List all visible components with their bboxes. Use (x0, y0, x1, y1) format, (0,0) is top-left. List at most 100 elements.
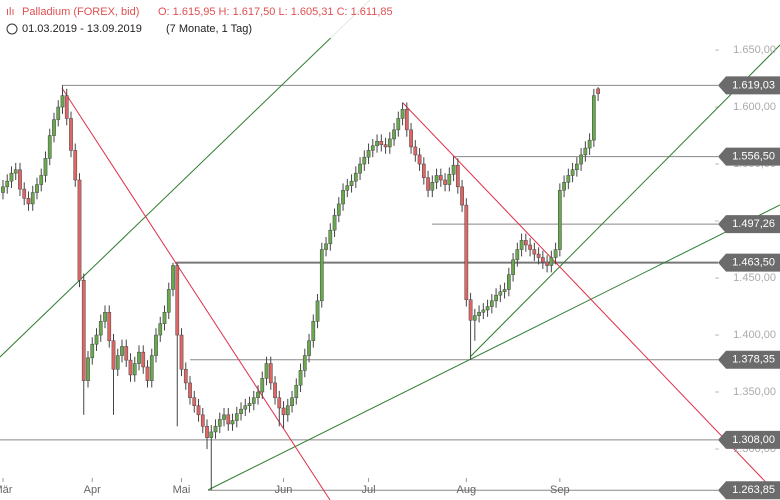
candle-body (472, 315, 477, 321)
candle-body (166, 289, 171, 313)
candle-body (587, 139, 592, 149)
candle-body (345, 185, 350, 191)
candle-body (22, 188, 27, 199)
candle-body (73, 150, 78, 181)
candle-body (183, 368, 188, 384)
candle-body (383, 144, 388, 148)
candle-body (5, 180, 10, 188)
candle-body (39, 175, 44, 185)
x-tick-label: Jun (275, 484, 293, 496)
candle-body (366, 150, 371, 158)
candle-body (30, 192, 35, 205)
candle-body (528, 244, 532, 250)
candle-body (256, 391, 260, 398)
candle-body (43, 158, 48, 176)
candle-body (523, 240, 528, 246)
level-label: 1.308,00 (732, 434, 775, 446)
candle-body (579, 154, 583, 165)
candle-body (307, 340, 311, 356)
y-tick-label: 1.350,00 (733, 386, 776, 398)
clock-icon (6, 23, 18, 35)
candle-body (434, 175, 439, 183)
candle-body (566, 175, 571, 183)
candle-body (404, 109, 409, 131)
candle-body (77, 179, 82, 281)
candle-body (591, 95, 596, 141)
candle-body (400, 109, 405, 119)
candle-body (222, 414, 226, 420)
candle-body (188, 382, 192, 398)
candle-body (213, 425, 218, 433)
candle-body (443, 179, 447, 185)
candle-body (319, 249, 324, 302)
level-label: 1.619,03 (732, 79, 775, 91)
candle-body (447, 174, 452, 185)
candle-body (196, 405, 201, 416)
y-tick-label: 1.650,00 (733, 44, 776, 56)
candle-body (277, 397, 282, 409)
level-box (718, 215, 780, 234)
level-label: 1.463,50 (732, 257, 775, 269)
axes: 1.650,001.600,001.550,001.500,001.450,00… (0, 44, 780, 500)
candle-body (154, 334, 158, 356)
level-box (718, 430, 780, 449)
candle-body (583, 147, 588, 156)
x-tick-label: Sep (550, 484, 570, 496)
candle-body (209, 431, 214, 438)
candle-body (540, 257, 545, 263)
x-tick-label: Mai (173, 484, 191, 496)
level-label: 1.263,85 (732, 484, 775, 496)
candle-body (285, 405, 290, 416)
candle-body (13, 169, 18, 174)
candle-body (553, 249, 558, 258)
candles (1, 85, 600, 491)
trend-line (207, 204, 780, 491)
candle-body (502, 289, 507, 292)
candle-body (273, 382, 277, 398)
candle-body (511, 259, 515, 275)
level-box (718, 481, 780, 500)
candle-body (396, 118, 401, 131)
candle-body (549, 257, 554, 266)
candle-body (417, 154, 422, 165)
header-title: Palladium (FOREX, bid) (22, 6, 139, 18)
candle-body (1, 186, 5, 193)
candle-body (477, 311, 481, 316)
candle-body (349, 180, 354, 186)
header-bg (0, 0, 440, 38)
header-range: 01.03.2019 - 13.09.2019 (22, 23, 142, 35)
candle-body (86, 357, 90, 381)
candle-body (294, 384, 299, 398)
candle-body (298, 370, 303, 386)
candle-body (430, 182, 435, 191)
candle-body (260, 378, 265, 393)
candle-body (141, 351, 146, 368)
candle-body (26, 197, 31, 205)
header-icon: ılı (6, 6, 15, 18)
candle-body (438, 175, 443, 181)
candle-body (311, 321, 316, 341)
x-tick-label: Apr (84, 484, 101, 496)
candle-body (494, 294, 498, 302)
level-label: 1.556,50 (732, 151, 775, 163)
candle-body (158, 323, 163, 336)
candle-body (81, 280, 86, 381)
trend-line (0, 0, 371, 358)
candle-body (324, 243, 328, 250)
candle-body (60, 95, 65, 108)
candle-body (506, 274, 511, 290)
candle-body (247, 403, 252, 406)
candle-body (362, 156, 367, 165)
candle-body (302, 355, 307, 371)
candle-body (464, 204, 469, 300)
candle-body (217, 419, 222, 427)
candle-body (426, 177, 430, 191)
candle-body (175, 265, 180, 336)
candle-body (200, 414, 205, 427)
candle-body (98, 321, 103, 336)
candle-body (35, 184, 39, 193)
candle-body (536, 253, 541, 258)
candle-body (341, 190, 345, 205)
candle-body (268, 363, 273, 384)
